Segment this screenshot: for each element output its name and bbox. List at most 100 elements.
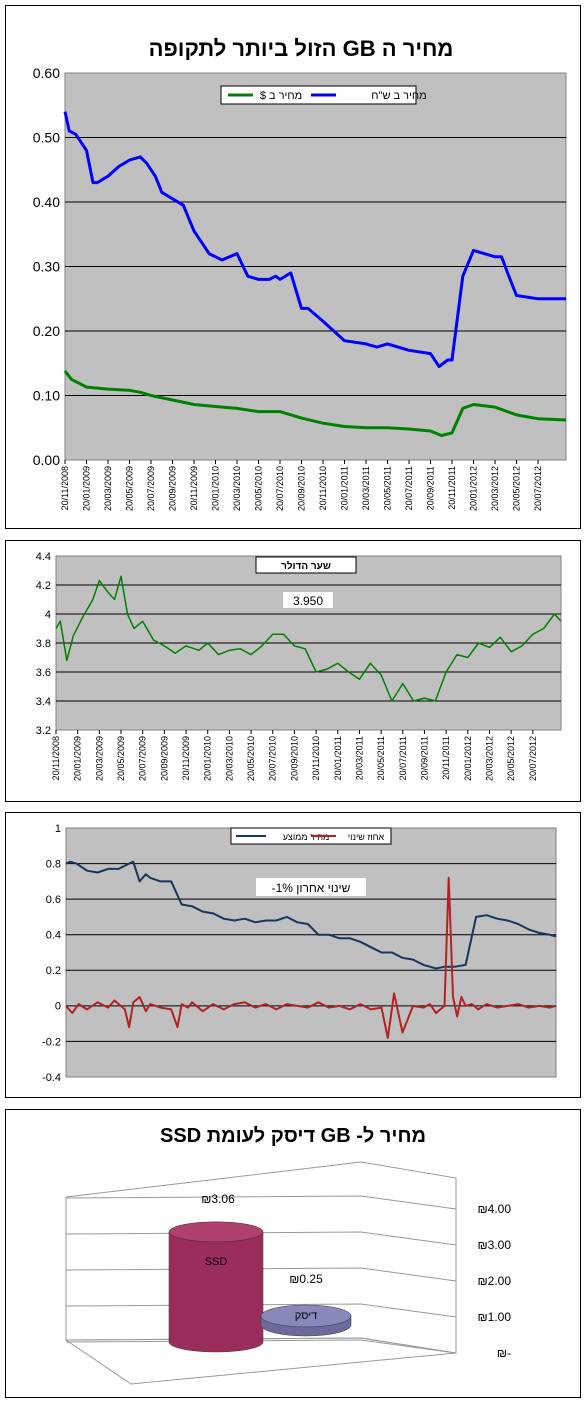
x-tick-label: 20/01/2010	[203, 736, 213, 781]
gridline	[65, 1339, 457, 1354]
y-tick-label: ₪4.00	[477, 1202, 511, 1216]
data-label: ₪3.06	[201, 1192, 235, 1206]
category-label: דיסק	[295, 1310, 317, 1322]
x-tick-label: 20/05/2009	[116, 736, 126, 781]
ssd-vs-disk-chart: מחיר ל- GB דיסק לעומת SSD ₪- ₪1.00 ₪2.00 ₪3.…	[5, 1109, 581, 1398]
cheapest-gb-price-chart: מחיר ה GB הזול ביותר לתקופה 0.00 0.10 0.20 0…	[5, 5, 581, 529]
x-tick-label: 20/11/2009	[189, 466, 199, 510]
chart-title: מחיר ל- GB דיסק לעומת SSD	[160, 1125, 426, 1147]
y-tick-label: 1	[55, 823, 61, 835]
dollar-rate-chart-svg: 3.2 3.4 3.6 3.8 4 4.2 4.4 20/11/2008 20/01/2009 2…	[36, 551, 562, 781]
x-tick-label: 20/09/2009	[168, 466, 178, 511]
x-tick-label: 20/11/2009	[181, 736, 191, 780]
y-tick-label: 3.8	[36, 638, 51, 650]
series-line-1	[63, 370, 567, 437]
y-tick-label: ₪3.00	[477, 1238, 511, 1252]
ssd-vs-disk-chart-svg: מחיר ל- GB דיסק לעומת SSD ₪- ₪1.00 ₪2.00 ₪3.…	[64, 1125, 511, 1385]
x-tick-label: 20/07/2011	[398, 736, 408, 780]
annotation-label: 3.950	[293, 594, 323, 608]
x-tick-label: 20/01/2012	[469, 466, 479, 511]
y-tick-label: 0.50	[33, 129, 60, 145]
y-tick-label: 3.4	[36, 696, 51, 708]
bar-0	[168, 1231, 264, 1353]
x-tick-label: 20/05/2011	[376, 736, 386, 780]
y-tick-label: 0.2	[46, 965, 61, 977]
x-tick-label: 20/03/2010	[232, 466, 242, 511]
series-line-1	[65, 876, 557, 1039]
x-tick-label: 20/09/2010	[289, 736, 299, 781]
annotation-label: שינוי אחרון 1%-	[272, 881, 351, 895]
y-tick-label: 0.20	[33, 323, 60, 339]
annotation-box	[256, 878, 366, 896]
x-tick-label: 20/07/2009	[146, 466, 156, 511]
x-tick-label: 20/09/2010	[297, 466, 307, 511]
bar-top-0	[168, 1221, 264, 1243]
y-tick-label: 3.6	[36, 667, 51, 679]
cheapest-gb-price-chart-svg: מחיר ה GB הזול ביותר לתקופה 0.00 0.10 0.20 0…	[33, 36, 567, 511]
x-tick-label: 20/07/2012	[528, 736, 538, 781]
x-tick-label: 20/09/2011	[419, 736, 429, 780]
y-tick-label: 4	[45, 609, 51, 621]
average-price-change-chart-svg: -0.4 -0.2 0 0.2 0.4 0.6 0.8 1 מחיר ממוצע אחוז שינ…	[42, 823, 557, 1084]
dollar-rate-chart: 3.2 3.4 3.6 3.8 4 4.2 4.4 20/11/2008 20/01/2009 2…	[5, 540, 581, 802]
x-tick-label: 20/11/2008	[51, 736, 61, 780]
x-tick-label: 20/03/2009	[103, 466, 113, 511]
chart-title: מחיר ה GB הזול ביותר לתקופה	[149, 36, 454, 61]
x-tick-label: 20/01/2011	[340, 466, 350, 510]
y-tick-label: 0.00	[33, 452, 60, 468]
x-tick-label: 20/03/2011	[361, 466, 371, 510]
x-tick-label: 20/11/2011	[447, 466, 457, 510]
y-tick-label: ₪-	[497, 1346, 511, 1360]
y-tick-label: ₪2.00	[477, 1274, 511, 1288]
gridline	[65, 1195, 457, 1210]
x-tick-label: 20/05/2011	[383, 466, 393, 510]
x-tick-label: 20/01/2010	[211, 466, 221, 511]
legend-label-1: אחוז שינוי	[348, 832, 385, 842]
y-tick-label: 0.8	[46, 858, 61, 870]
y-tick-label: 4.2	[36, 580, 51, 592]
x-tick-label: 20/05/2012	[512, 466, 522, 511]
x-tick-label: 20/07/2011	[404, 466, 414, 510]
y-tick-label: -0.2	[42, 1036, 61, 1048]
y-tick-label: -0.4	[42, 1072, 61, 1084]
x-tick-label: 20/01/2012	[463, 736, 473, 781]
category-label: SSD	[205, 1256, 228, 1268]
x-tick-label: 20/07/2010	[275, 466, 285, 511]
x-tick-label: 20/07/2009	[138, 736, 148, 781]
y-tick-label: ₪1.00	[477, 1310, 511, 1324]
x-tick-label: 20/05/2010	[254, 466, 264, 511]
x-tick-label: 20/03/2012	[490, 466, 500, 511]
x-tick-label: 20/01/2009	[82, 466, 92, 511]
legend-label-0: מחיר ב ש"ח	[371, 90, 426, 102]
average-price-change-chart: -0.4 -0.2 0 0.2 0.4 0.6 0.8 1 מחיר ממוצע אחוז שינ…	[5, 812, 581, 1098]
y-tick-label: 3.2	[36, 725, 51, 737]
series-line-0	[65, 860, 557, 970]
y-tick-label: 0.10	[33, 387, 60, 403]
x-tick-label: 20/07/2010	[268, 736, 278, 781]
legend-label-1: מחיר ב $	[260, 90, 302, 102]
x-tick-label: 20/11/2010	[318, 466, 328, 510]
x-tick-label: 20/05/2009	[125, 466, 135, 511]
data-label: ₪0.25	[289, 1272, 323, 1286]
bar-top-1	[260, 1304, 352, 1328]
x-tick-label: 20/09/2011	[426, 466, 436, 510]
x-tick-label: 20/03/2009	[94, 736, 104, 781]
series-line-0	[55, 575, 562, 702]
x-tick-label: 20/03/2010	[224, 736, 234, 781]
x-tick-label: 20/01/2011	[333, 736, 343, 780]
y-tick-label: 0.60	[33, 65, 60, 81]
x-tick-label: 20/07/2012	[533, 466, 543, 511]
x-tick-label: 20/03/2011	[354, 736, 364, 780]
gridline	[65, 1303, 457, 1318]
series-line-0	[63, 111, 566, 368]
chart-title: שער הדולר	[281, 560, 331, 572]
y-tick-label: 4.4	[36, 551, 51, 563]
x-tick-label: 20/01/2009	[73, 736, 83, 781]
y-tick-label: 0.6	[46, 894, 61, 906]
gridline	[65, 1231, 457, 1246]
y-tick-label: 0.30	[33, 258, 60, 274]
plot-area	[65, 827, 557, 1078]
x-tick-label: 20/11/2011	[441, 736, 451, 780]
y-tick-label: 0.40	[33, 194, 60, 210]
y-tick-label: 0.4	[46, 930, 61, 942]
